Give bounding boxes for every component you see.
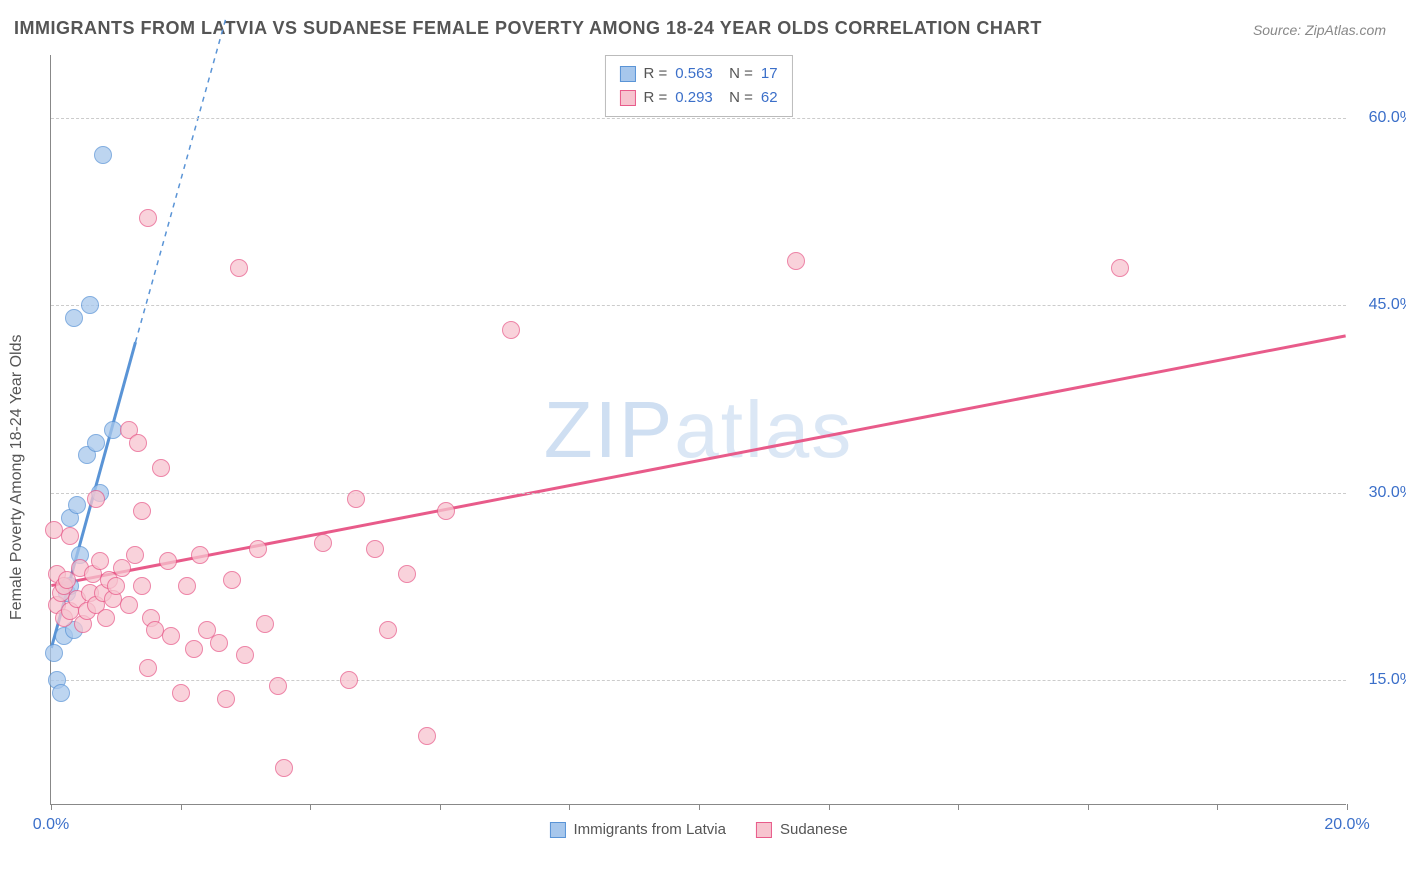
data-point <box>223 571 241 589</box>
x-tick-mark <box>699 804 700 810</box>
data-point <box>126 546 144 564</box>
data-point <box>65 309 83 327</box>
y-tick-label: 30.0% <box>1369 484 1406 502</box>
data-point <box>249 540 267 558</box>
gridline <box>51 118 1346 119</box>
data-point <box>133 502 151 520</box>
legend-label-sudanese: Sudanese <box>780 821 848 838</box>
data-point <box>87 490 105 508</box>
data-point <box>1111 259 1129 277</box>
x-tick-mark <box>181 804 182 810</box>
data-point <box>230 259 248 277</box>
data-point <box>236 646 254 664</box>
x-tick-mark <box>1088 804 1089 810</box>
x-tick-mark <box>310 804 311 810</box>
x-tick-mark <box>829 804 830 810</box>
x-tick-mark <box>440 804 441 810</box>
data-point <box>379 621 397 639</box>
y-tick-label: 60.0% <box>1369 109 1406 127</box>
x-tick-label: 0.0% <box>33 816 69 834</box>
data-point <box>91 552 109 570</box>
data-point <box>366 540 384 558</box>
legend-item-sudanese: Sudanese <box>756 821 848 838</box>
data-point <box>94 146 112 164</box>
data-point <box>97 609 115 627</box>
gridline <box>51 493 1346 494</box>
legend-bottom: Immigrants from Latvia Sudanese <box>549 821 847 838</box>
data-point <box>178 577 196 595</box>
y-axis-label: Female Poverty Among 18-24 Year Olds <box>8 335 26 621</box>
data-point <box>107 577 125 595</box>
data-point <box>398 565 416 583</box>
data-point <box>269 677 287 695</box>
swatch-latvia <box>619 66 635 82</box>
data-point <box>152 459 170 477</box>
data-point <box>437 502 455 520</box>
data-point <box>502 321 520 339</box>
legend-stats-row-sudanese: R = 0.293 N = 62 <box>619 86 777 110</box>
legend-label-latvia: Immigrants from Latvia <box>573 821 726 838</box>
watermark: ZIPatlas <box>544 384 853 476</box>
x-tick-mark <box>1217 804 1218 810</box>
data-point <box>210 634 228 652</box>
data-point <box>45 644 63 662</box>
data-point <box>120 596 138 614</box>
data-point <box>191 546 209 564</box>
chart-plot-area: ZIPatlas R = 0.563 N = 17 R = 0.293 N = … <box>50 55 1346 805</box>
data-point <box>787 252 805 270</box>
swatch-sudanese-bottom <box>756 822 772 838</box>
legend-item-latvia: Immigrants from Latvia <box>549 821 726 838</box>
data-point <box>129 434 147 452</box>
data-point <box>162 627 180 645</box>
data-point <box>347 490 365 508</box>
data-point <box>256 615 274 633</box>
data-point <box>61 527 79 545</box>
data-point <box>418 727 436 745</box>
x-tick-mark <box>51 804 52 810</box>
trend-lines <box>51 55 1346 804</box>
data-point <box>185 640 203 658</box>
data-point <box>68 496 86 514</box>
gridline <box>51 680 1346 681</box>
data-point <box>139 209 157 227</box>
swatch-sudanese <box>619 90 635 106</box>
data-point <box>217 690 235 708</box>
x-tick-mark <box>958 804 959 810</box>
swatch-latvia-bottom <box>549 822 565 838</box>
gridline <box>51 305 1346 306</box>
y-tick-label: 15.0% <box>1369 671 1406 689</box>
x-tick-mark <box>1347 804 1348 810</box>
data-point <box>314 534 332 552</box>
legend-stats: R = 0.563 N = 17 R = 0.293 N = 62 <box>604 55 792 117</box>
data-point <box>52 684 70 702</box>
data-point <box>340 671 358 689</box>
data-point <box>87 434 105 452</box>
source-attribution: Source: ZipAtlas.com <box>1253 22 1386 38</box>
data-point <box>139 659 157 677</box>
data-point <box>159 552 177 570</box>
x-tick-label: 20.0% <box>1324 816 1369 834</box>
data-point <box>133 577 151 595</box>
y-tick-label: 45.0% <box>1369 296 1406 314</box>
legend-stats-row-latvia: R = 0.563 N = 17 <box>619 62 777 86</box>
data-point <box>81 296 99 314</box>
x-tick-mark <box>569 804 570 810</box>
data-point <box>275 759 293 777</box>
chart-title: IMMIGRANTS FROM LATVIA VS SUDANESE FEMAL… <box>14 18 1042 39</box>
data-point <box>172 684 190 702</box>
